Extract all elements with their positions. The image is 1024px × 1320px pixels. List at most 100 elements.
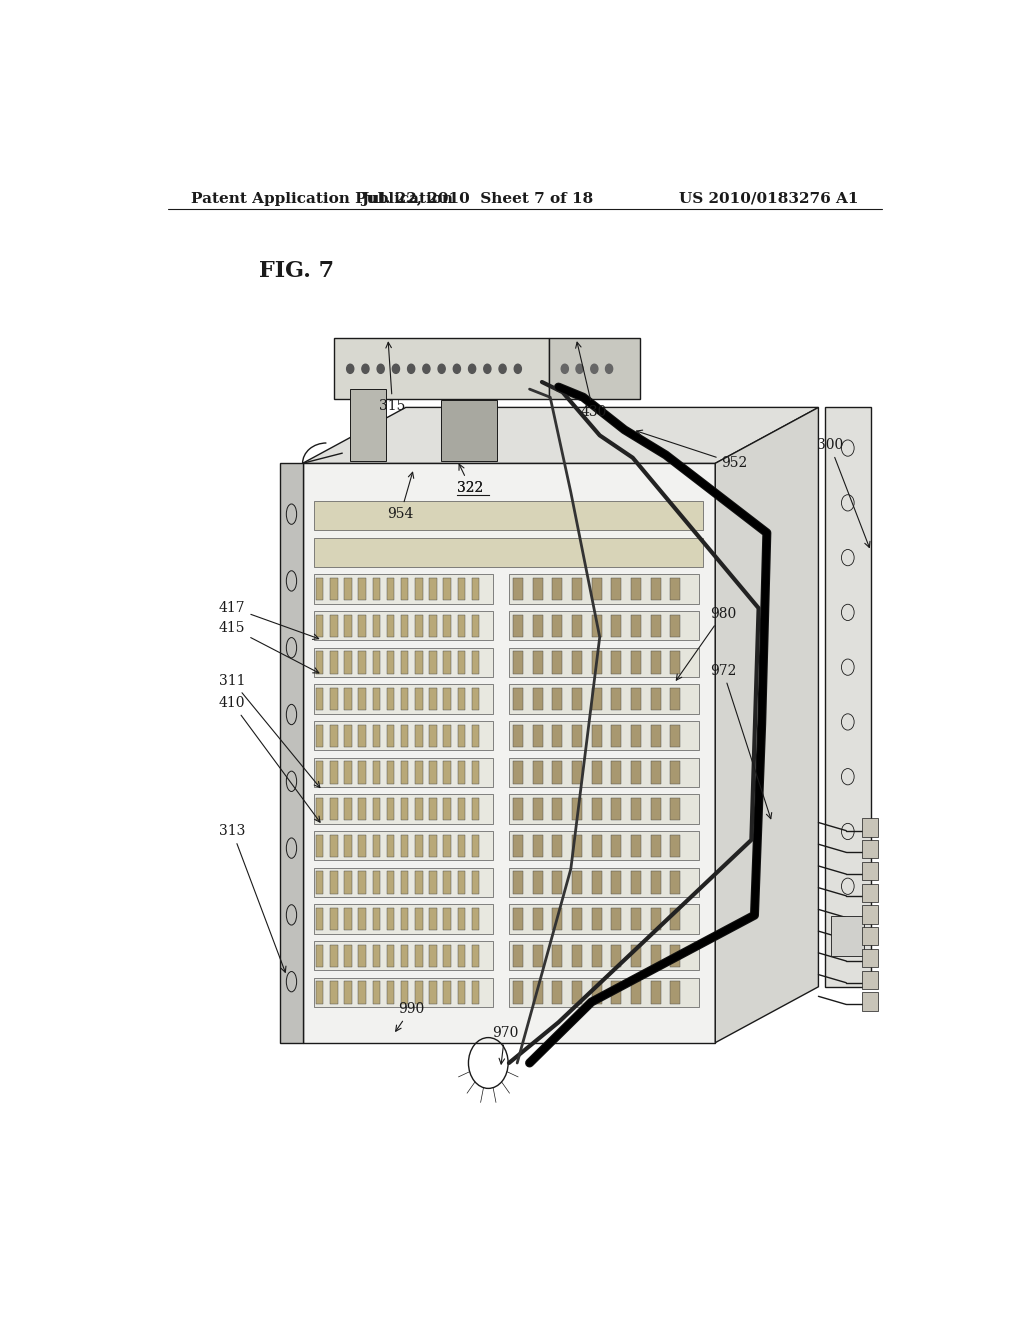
Bar — [532, 799, 543, 820]
Bar — [862, 906, 878, 924]
Bar — [671, 871, 680, 894]
Circle shape — [423, 364, 430, 374]
Bar — [611, 725, 622, 747]
Bar — [330, 762, 338, 784]
Bar — [572, 615, 582, 638]
Bar — [373, 945, 380, 968]
Bar — [373, 834, 380, 857]
Text: 322: 322 — [458, 480, 483, 495]
Bar — [314, 502, 703, 531]
Bar — [671, 578, 680, 601]
Bar — [373, 578, 380, 601]
Bar — [458, 908, 465, 931]
Circle shape — [469, 364, 476, 374]
Bar — [415, 981, 423, 1003]
Bar — [513, 688, 523, 710]
Bar — [401, 799, 409, 820]
Bar — [513, 908, 523, 931]
Bar — [441, 400, 497, 461]
Bar — [513, 945, 523, 968]
Bar — [358, 688, 366, 710]
Bar — [862, 883, 878, 902]
Bar — [330, 908, 338, 931]
Bar — [552, 651, 562, 673]
Polygon shape — [334, 338, 549, 399]
Bar — [314, 795, 494, 824]
Bar — [509, 904, 699, 933]
Bar — [350, 388, 386, 461]
Bar — [387, 908, 394, 931]
Bar — [513, 725, 523, 747]
Circle shape — [454, 364, 461, 374]
Bar — [631, 615, 641, 638]
Bar — [429, 762, 436, 784]
Circle shape — [605, 364, 612, 374]
Bar — [552, 981, 562, 1003]
Bar — [513, 871, 523, 894]
Bar — [611, 615, 622, 638]
Bar — [671, 945, 680, 968]
Bar — [373, 725, 380, 747]
Text: 990: 990 — [395, 1002, 424, 1031]
Bar — [358, 615, 366, 638]
Bar — [358, 871, 366, 894]
Circle shape — [499, 364, 506, 374]
Bar — [458, 615, 465, 638]
Bar — [344, 578, 352, 601]
Bar — [415, 651, 423, 673]
Text: US 2010/0183276 A1: US 2010/0183276 A1 — [679, 191, 858, 206]
Circle shape — [514, 364, 521, 374]
Bar — [552, 762, 562, 784]
Bar — [611, 578, 622, 601]
Bar — [415, 871, 423, 894]
Bar — [611, 834, 622, 857]
Bar — [330, 615, 338, 638]
Bar — [314, 867, 494, 898]
Bar — [330, 871, 338, 894]
Bar — [592, 908, 602, 931]
Bar — [472, 651, 479, 673]
Bar — [611, 799, 622, 820]
Bar — [373, 615, 380, 638]
Bar — [429, 651, 436, 673]
Bar — [458, 834, 465, 857]
Bar — [316, 799, 324, 820]
Bar — [344, 945, 352, 968]
Bar — [316, 871, 324, 894]
Bar — [631, 945, 641, 968]
Bar — [671, 725, 680, 747]
Bar — [650, 799, 660, 820]
Bar — [611, 981, 622, 1003]
Bar — [415, 799, 423, 820]
Bar — [509, 867, 699, 898]
Bar — [671, 688, 680, 710]
Bar — [373, 762, 380, 784]
Bar — [513, 981, 523, 1003]
Bar — [358, 799, 366, 820]
Text: 300: 300 — [817, 438, 870, 548]
Bar — [650, 908, 660, 931]
Bar — [314, 537, 703, 568]
Text: 952: 952 — [637, 430, 748, 470]
Bar — [443, 981, 451, 1003]
Bar — [387, 871, 394, 894]
Circle shape — [347, 364, 353, 374]
Bar — [358, 945, 366, 968]
Bar — [631, 981, 641, 1003]
Bar — [458, 871, 465, 894]
Bar — [572, 688, 582, 710]
Bar — [443, 871, 451, 894]
Bar — [314, 648, 494, 677]
Bar — [443, 834, 451, 857]
Bar — [592, 981, 602, 1003]
Bar — [592, 799, 602, 820]
Bar — [513, 799, 523, 820]
Bar — [513, 651, 523, 673]
Bar — [572, 725, 582, 747]
Bar — [415, 834, 423, 857]
Bar — [314, 611, 494, 640]
Bar — [513, 762, 523, 784]
Bar — [472, 834, 479, 857]
Bar — [509, 648, 699, 677]
Bar — [429, 945, 436, 968]
